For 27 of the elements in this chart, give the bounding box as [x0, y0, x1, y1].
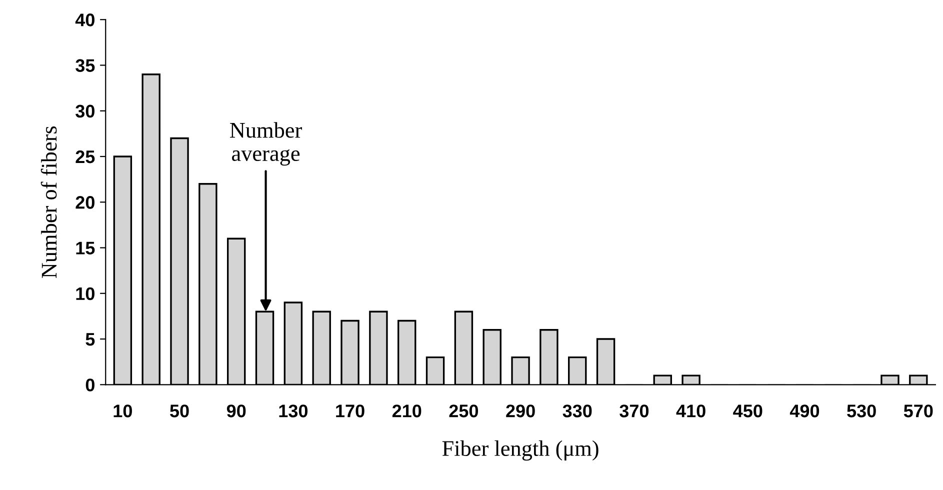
- y-tick-label: 20: [76, 196, 94, 209]
- x-tick-label: 50: [170, 404, 189, 418]
- x-axis-title: Fiber length (μm): [442, 440, 598, 461]
- y-tick-label: 25: [76, 150, 95, 164]
- x-tick-label: 130: [279, 404, 308, 418]
- x-tick-label: 90: [226, 404, 246, 418]
- x-tick-label: 210: [392, 404, 422, 418]
- y-tick-label: 0: [86, 378, 94, 392]
- y-tick-label: 15: [76, 242, 95, 254]
- x-tick-label: 410: [676, 404, 706, 418]
- y-tick-label: 5: [86, 333, 95, 346]
- y-tick-label: 35: [76, 59, 95, 72]
- x-tick-label: 10: [114, 404, 132, 418]
- y-tick-label: 40: [75, 14, 94, 26]
- x-tick-label: 170: [336, 404, 364, 418]
- x-tick-label: 330: [562, 404, 592, 418]
- y-axis-title: Number of fibers: [40, 126, 57, 278]
- annotation: Number average: [230, 122, 302, 166]
- x-tick-label: 490: [790, 404, 820, 418]
- x-tick-label: 290: [506, 404, 535, 418]
- x-tick-label: 570: [904, 404, 933, 418]
- x-tick-label: 450: [733, 404, 762, 418]
- y-tick-label: 30: [76, 104, 94, 118]
- x-tick-label: 530: [847, 404, 876, 418]
- x-tick-label: 370: [620, 404, 649, 418]
- x-tick-label: 250: [449, 404, 478, 418]
- y-tick-label: 10: [76, 287, 94, 300]
